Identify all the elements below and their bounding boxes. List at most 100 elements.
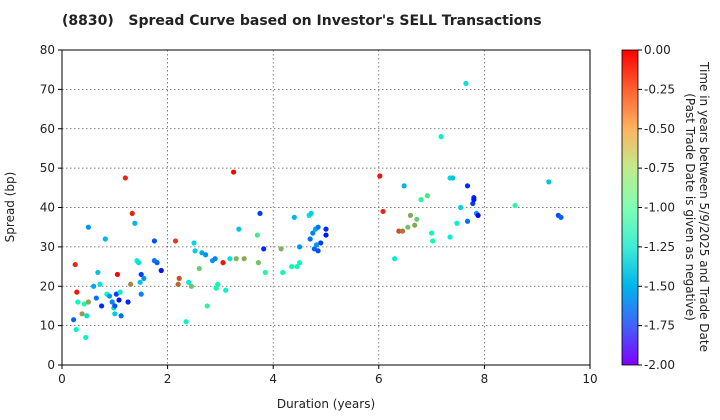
x-tick-label: 4	[269, 372, 277, 386]
data-point	[138, 291, 144, 297]
data-point	[93, 295, 99, 301]
data-point	[414, 216, 420, 222]
y-tick-label: 10	[40, 319, 55, 333]
data-point	[203, 252, 209, 258]
data-point	[151, 238, 157, 244]
y-tick-label: 60	[40, 122, 55, 136]
data-point	[512, 202, 518, 209]
data-point	[377, 173, 383, 179]
data-point	[220, 260, 226, 266]
x-tick-label: 2	[164, 372, 172, 386]
data-point	[463, 80, 469, 87]
data-point	[79, 311, 85, 317]
y-tick-label: 30	[40, 240, 55, 254]
data-point	[192, 248, 198, 254]
data-point	[154, 260, 160, 266]
data-point	[412, 222, 418, 228]
data-point	[392, 256, 398, 262]
data-point	[458, 204, 464, 211]
data-point	[109, 299, 115, 305]
data-point	[74, 289, 80, 295]
y-axis-ticks: 0 10 20 30 40 50 60 70 80	[40, 43, 62, 372]
data-point	[72, 261, 78, 268]
data-point	[97, 281, 103, 287]
data-point	[254, 232, 260, 238]
data-point	[114, 271, 121, 278]
data-point	[454, 220, 460, 226]
x-tick-label: 0	[58, 372, 66, 386]
x-tick-label: 6	[375, 372, 383, 386]
data-point	[118, 313, 124, 319]
y-tick-label: 40	[40, 201, 55, 215]
data-point	[315, 224, 321, 230]
data-point	[188, 283, 194, 289]
data-point	[450, 175, 456, 181]
plot-area: 0 2 4 6 8 10 0 10 20 30 40 50 60 70 80	[40, 43, 598, 386]
data-point	[137, 279, 143, 285]
data-point	[308, 210, 314, 217]
data-point	[470, 200, 476, 207]
data-point	[255, 260, 262, 266]
data-point	[71, 317, 77, 323]
data-point	[73, 326, 79, 333]
y-tick-label: 0	[47, 358, 55, 372]
data-point	[297, 244, 303, 250]
data-point	[280, 269, 286, 276]
colorbar-tick-label: -0.75	[644, 161, 675, 175]
data-point	[401, 183, 407, 189]
data-point	[172, 238, 179, 244]
data-point	[424, 193, 430, 199]
colorbar-tick-label: -0.50	[644, 122, 675, 136]
data-point	[212, 256, 218, 262]
y-tick-label: 50	[40, 161, 55, 175]
data-point	[83, 334, 89, 341]
data-point	[464, 218, 471, 224]
colorbar-tick-label: -1.50	[644, 279, 675, 293]
y-tick-label: 80	[40, 43, 55, 57]
data-point	[175, 281, 181, 287]
data-point	[261, 246, 267, 252]
data-point	[84, 313, 90, 319]
data-point	[396, 228, 402, 234]
data-point	[289, 263, 295, 270]
y-tick-label: 20	[40, 279, 55, 293]
data-point	[81, 301, 87, 307]
data-point	[297, 260, 303, 266]
data-point	[125, 299, 131, 305]
data-point	[183, 319, 189, 325]
data-point	[464, 183, 471, 189]
data-point	[116, 297, 122, 303]
x-axis-label: Duration (years)	[277, 397, 375, 411]
colorbar-gradient	[621, 49, 639, 366]
data-point	[558, 214, 564, 220]
data-point	[196, 265, 202, 272]
data-point	[546, 179, 552, 185]
data-point	[227, 256, 233, 262]
colorbar-tick-label: -0.25	[644, 82, 675, 96]
data-point	[99, 303, 105, 309]
data-point	[135, 260, 142, 266]
data-point	[129, 210, 135, 217]
data-point	[278, 246, 284, 252]
data-point	[447, 234, 453, 240]
data-point	[158, 267, 164, 274]
data-point	[112, 311, 118, 317]
data-point	[223, 287, 229, 293]
x-axis-ticks: 0 2 4 6 8 10	[58, 365, 598, 386]
data-point	[112, 303, 118, 309]
data-point	[138, 271, 144, 278]
data-point	[213, 285, 219, 291]
data-point	[471, 197, 477, 203]
colorbar-tick-label: 0.00	[644, 43, 671, 57]
colorbar-tick-label: -2.00	[644, 358, 675, 372]
y-axis-label: Spread (bp)	[3, 172, 17, 243]
data-points	[71, 80, 564, 341]
data-point	[475, 212, 481, 218]
data-point	[323, 226, 329, 232]
data-point	[430, 238, 436, 244]
data-point	[418, 197, 424, 203]
colorbar-tick-label: -1.25	[644, 240, 675, 254]
data-point	[291, 214, 297, 220]
data-point	[315, 248, 321, 254]
data-point	[128, 281, 134, 287]
